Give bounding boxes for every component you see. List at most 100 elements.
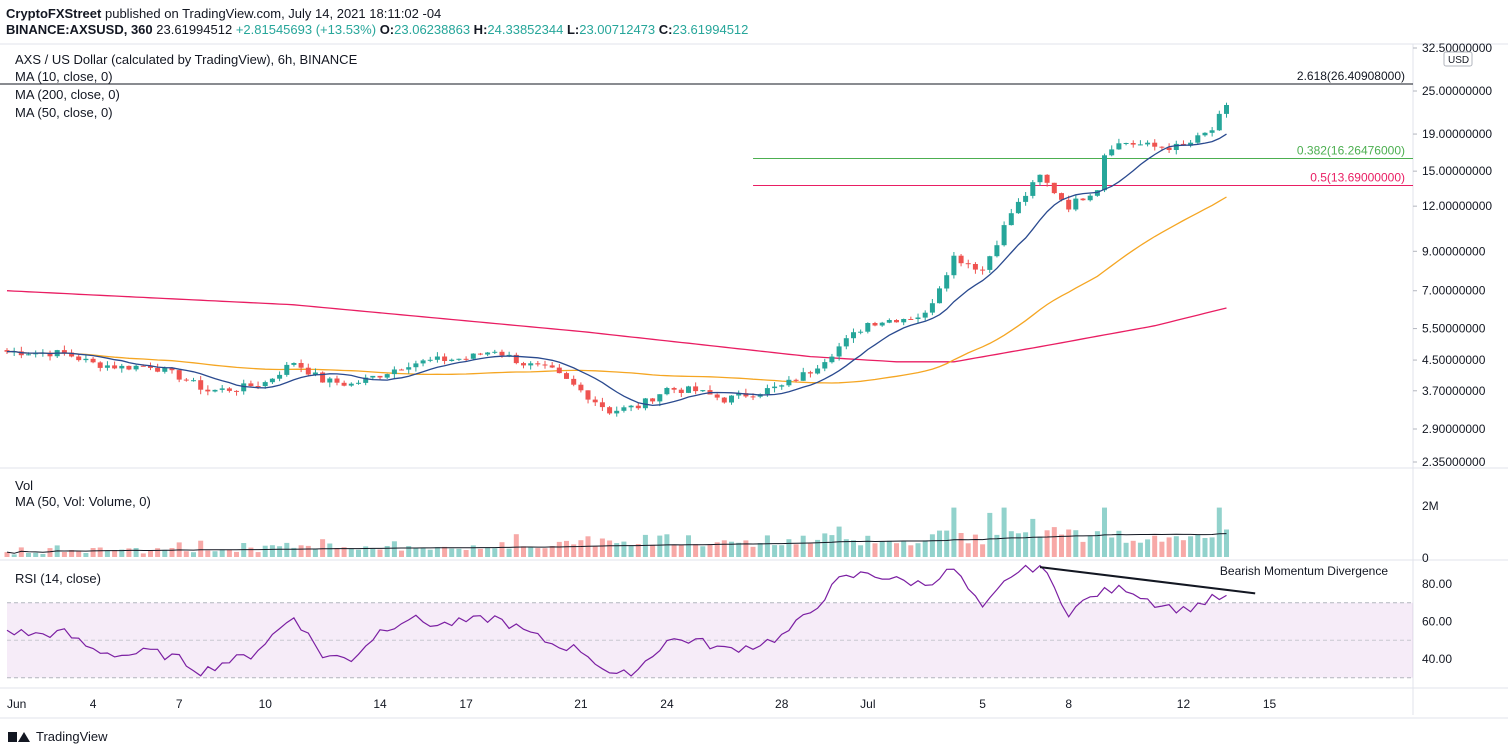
volume-bar	[384, 546, 390, 557]
volume-bar	[686, 535, 691, 557]
plot-background	[0, 44, 1508, 688]
ma50-line	[6, 196, 1227, 384]
candle	[1051, 182, 1057, 194]
volume-bar	[33, 552, 39, 557]
volume-bar	[477, 548, 483, 557]
volume-bar	[148, 550, 153, 557]
volume-bar	[915, 543, 921, 557]
candle	[793, 379, 799, 381]
candle	[1216, 113, 1222, 131]
volume-bar	[320, 539, 326, 557]
volume-bar	[994, 534, 1000, 557]
candle	[183, 379, 189, 381]
volume-bar	[363, 546, 369, 557]
volume-bar	[399, 550, 404, 557]
fib-level-label: 0.5(13.69000000)	[1310, 170, 1405, 184]
volume-bar	[191, 552, 196, 557]
candle	[1166, 147, 1172, 150]
ohlc-value: 23.61994512	[672, 22, 749, 37]
candle	[528, 363, 534, 366]
candle	[972, 264, 978, 270]
author-name[interactable]: CryptoFXStreet	[6, 6, 102, 21]
volume-bar	[1102, 507, 1107, 557]
time-tick-label: 8	[1065, 697, 1072, 711]
volume-bar	[1044, 530, 1050, 557]
volume-bar	[1008, 531, 1014, 557]
tradingview-brand[interactable]: TradingView	[36, 729, 108, 744]
volume-bar	[1023, 532, 1029, 557]
volume-bar	[470, 545, 476, 557]
price-tick-label: 25.00000000	[1422, 84, 1492, 98]
volume-bar	[1087, 536, 1093, 557]
candle	[219, 388, 225, 390]
volume-bar	[442, 546, 448, 557]
volume-bar	[843, 539, 849, 557]
candle	[348, 383, 354, 386]
volume-bar	[1109, 537, 1115, 557]
candle	[198, 380, 204, 390]
volume-bar	[1137, 542, 1143, 557]
price-tick-label: 2.35000000	[1422, 455, 1486, 469]
volume-bar	[327, 543, 333, 557]
candle	[585, 390, 591, 400]
candle	[90, 358, 96, 363]
ohlc-value: 23.06238863	[394, 22, 471, 37]
volume-bar	[944, 530, 950, 557]
volume-bar	[757, 543, 763, 557]
volume-bar	[1195, 534, 1201, 557]
chart-title: AXS / US Dollar (calculated by TradingVi…	[15, 52, 358, 67]
candle	[1037, 174, 1043, 183]
volume-bar	[958, 533, 964, 557]
ma10-line	[6, 133, 1227, 407]
volume-bar	[1166, 537, 1172, 557]
candle	[1145, 142, 1151, 145]
candle	[1080, 198, 1086, 201]
time-tick-label: 28	[775, 697, 789, 711]
candle	[958, 255, 964, 264]
candle	[1116, 143, 1122, 150]
volume-bar	[76, 551, 82, 557]
volume-bar	[829, 535, 835, 557]
candle	[607, 407, 613, 414]
candle	[83, 358, 89, 361]
volume-bar	[987, 512, 993, 557]
volume-bar	[162, 549, 168, 557]
volume-bar	[1188, 536, 1194, 557]
candle	[269, 378, 275, 383]
candle	[291, 363, 297, 365]
fib-level-label: 0.382(16.26476000)	[1297, 143, 1405, 157]
ohlc-values: O:23.06238863 H:24.33852344 L:23.0071247…	[380, 22, 749, 37]
candle	[126, 365, 132, 370]
candle	[356, 382, 361, 384]
candle	[772, 386, 778, 389]
currency-badge-label: USD	[1448, 55, 1469, 66]
volume-bar	[248, 547, 254, 557]
candle	[1123, 143, 1129, 144]
candle	[506, 354, 512, 356]
candle	[1209, 130, 1215, 133]
candle	[764, 388, 770, 394]
volume-bar	[779, 545, 785, 557]
volume-bar	[485, 548, 491, 557]
candle	[564, 373, 569, 379]
candle	[1109, 149, 1115, 156]
candle	[829, 356, 835, 363]
chart-header: CryptoFXStreet published on TradingView.…	[6, 6, 748, 38]
volume-bar	[635, 544, 641, 557]
candle	[327, 378, 333, 383]
volume-bar	[879, 541, 885, 557]
candle	[1008, 213, 1014, 226]
volume-bar	[764, 535, 770, 557]
candle	[47, 352, 53, 357]
candle	[650, 398, 656, 402]
volume-bar	[564, 540, 569, 557]
time-tick-label: 21	[574, 697, 588, 711]
volume-bar	[291, 547, 297, 557]
candle	[929, 303, 935, 313]
candle	[391, 369, 397, 375]
volume-bar	[628, 545, 634, 557]
candle	[1015, 201, 1021, 214]
candle	[4, 350, 10, 352]
volume-bar	[693, 544, 699, 557]
